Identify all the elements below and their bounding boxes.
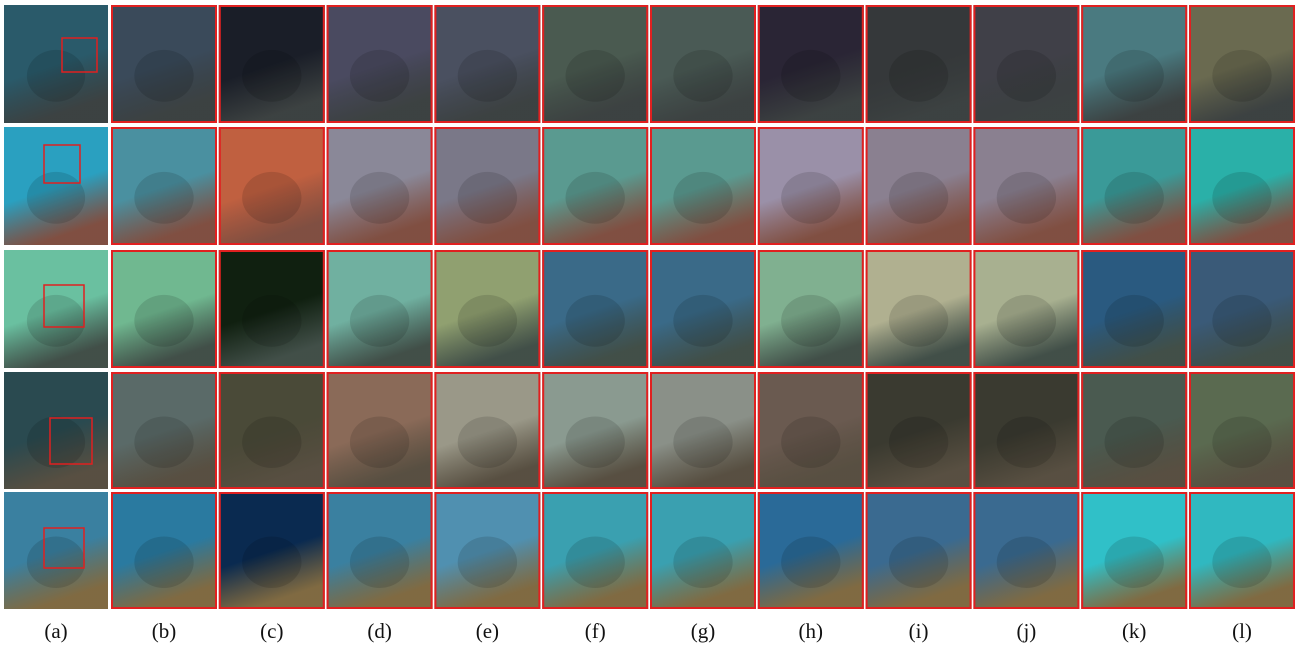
image-subject <box>781 295 840 347</box>
image-subject <box>1105 536 1164 587</box>
image-subject <box>350 536 409 587</box>
image-subject <box>1212 295 1271 347</box>
image-subject <box>134 172 193 224</box>
panel-label: (k) <box>1122 619 1147 643</box>
panel-label: (c) <box>260 619 283 643</box>
image-subject <box>1105 50 1164 102</box>
image-subject <box>889 295 948 347</box>
image-subject <box>997 50 1056 102</box>
image-subject <box>566 416 625 467</box>
panel-label: (b) <box>152 619 177 643</box>
panel-label: (l) <box>1232 619 1252 643</box>
image-subject <box>997 172 1056 224</box>
panel-label: (j) <box>1016 619 1036 643</box>
image-subject <box>242 536 301 587</box>
image-subject <box>27 416 85 467</box>
image-subject <box>673 416 732 467</box>
image-subject <box>997 295 1056 347</box>
panel-label: (a) <box>44 619 67 643</box>
image-subject <box>781 536 840 587</box>
image-subject <box>673 295 732 347</box>
image-subject <box>1105 172 1164 224</box>
image-subject <box>242 50 301 102</box>
image-subject <box>458 172 517 224</box>
figure: (a) (b) (c) (d) (e) (f) (g) (h) (i) (j) (k) (l) <box>0 0 1303 652</box>
panel-label: (f) <box>585 619 606 643</box>
image-subject <box>27 50 85 102</box>
image-subject <box>27 295 85 347</box>
image-subject <box>350 416 409 467</box>
image-subject <box>27 172 85 224</box>
image-subject <box>566 172 625 224</box>
image-subject <box>889 536 948 587</box>
image-subject <box>458 536 517 587</box>
image-subject <box>27 536 85 587</box>
image-subject <box>889 416 948 467</box>
image-subject <box>1212 172 1271 224</box>
image-subject <box>673 536 732 587</box>
image-subject <box>889 172 948 224</box>
image-subject <box>242 416 301 467</box>
image-subject <box>350 295 409 347</box>
image-subject <box>1212 50 1271 102</box>
panel-label: (h) <box>799 619 824 643</box>
image-subject <box>781 50 840 102</box>
panel-label: (i) <box>909 619 929 643</box>
image-subject <box>566 50 625 102</box>
panel-label: (d) <box>367 619 392 643</box>
image-subject <box>997 416 1056 467</box>
panel-label: (e) <box>476 619 499 643</box>
image-subject <box>242 295 301 347</box>
image-subject <box>134 416 193 467</box>
image-subject <box>566 295 625 347</box>
image-subject <box>997 536 1056 587</box>
image-subject <box>458 295 517 347</box>
image-subject <box>566 536 625 587</box>
image-subject <box>781 172 840 224</box>
image-subject <box>350 50 409 102</box>
image-subject <box>134 295 193 347</box>
image-subject <box>458 416 517 467</box>
panel-label: (g) <box>691 619 716 643</box>
image-subject <box>134 536 193 587</box>
image-subject <box>1212 536 1271 587</box>
image-subject <box>889 50 948 102</box>
image-subject <box>1105 295 1164 347</box>
image-subject <box>242 172 301 224</box>
image-subject <box>1212 416 1271 467</box>
image-subject <box>673 172 732 224</box>
image-subject <box>1105 416 1164 467</box>
image-subject <box>781 416 840 467</box>
image-subject <box>350 172 409 224</box>
image-subject <box>673 50 732 102</box>
image-subject <box>458 50 517 102</box>
image-subject <box>134 50 193 102</box>
